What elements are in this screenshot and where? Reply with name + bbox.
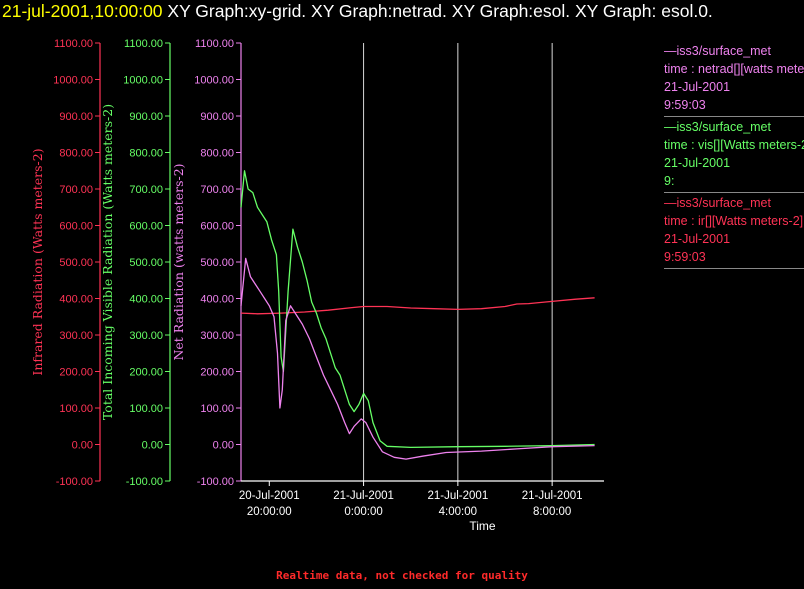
legend-station: —iss3/surface_met [664,120,771,134]
y-tick-label-net: 400.00 [200,294,234,306]
y-tick-label-ir: 200.00 [59,367,93,379]
y-tick-label-vis: -100.00 [126,476,163,488]
legend-entry-ir: —iss3/surface_met time : ir[][Watts mete… [664,194,804,269]
x-tick-label: 0:00:00 [344,506,382,518]
y-tick-label-ir: 400.00 [59,294,93,306]
y-tick-label-ir: 600.00 [59,221,93,233]
legend-entry-netrad: —iss3/surface_met time : netrad[][watts … [664,42,804,117]
y-tick-label-ir: 1100.00 [54,38,93,50]
x-tick-label: 21-Jul-2001 [333,490,394,502]
quality-notice: Realtime data, not checked for quality [276,569,528,582]
legend-variable: time : ir[][Watts meters-2] [664,214,804,228]
x-tick-label: 4:00:00 [439,506,477,518]
y-tick-label-net: -100.00 [197,476,234,488]
y-tick-label-vis: 1000.00 [123,75,163,87]
x-tick-label: 21-Jul-2001 [427,490,488,502]
y-tick-label-ir: 100.00 [59,403,93,415]
legend-date: 21-Jul-2001 [664,232,731,246]
y-tick-label-net: 200.00 [200,367,234,379]
legend-time: 9:59:03 [664,250,706,264]
y-tick-label-vis: 300.00 [129,330,163,342]
series-line-ir [240,297,595,315]
y-tick-label-vis: 0.00 [142,440,163,452]
y-tick-label-net: 0.00 [213,440,234,452]
y-tick-label-net: 1000.00 [194,75,234,87]
y-tick-label-vis: 400.00 [129,294,163,306]
x-axis-label: Time [469,519,496,533]
y-tick-label-ir: 800.00 [59,148,93,160]
y-tick-label-ir: 0.00 [72,440,93,452]
y-axis-label-net: Net Radiation (watts meters-2) [171,163,186,360]
y-tick-label-vis: 100.00 [129,403,163,415]
legend-time: 9:59:03 [664,98,706,112]
y-axis-label-vis: Total Incoming Visible Radiation (Watts … [100,104,115,420]
y-tick-label-net: 1100.00 [195,38,234,50]
legend-date: 21-Jul-2001 [664,80,731,94]
legend-station: —iss3/surface_met [664,196,771,210]
y-tick-label-ir: 500.00 [59,257,93,269]
y-tick-label-vis: 600.00 [129,221,163,233]
y-tick-label-vis: 1100.00 [124,38,163,50]
y-tick-label-vis: 700.00 [129,184,163,196]
y-tick-label-net: 500.00 [200,257,234,269]
legend-station: —iss3/surface_met [664,44,771,58]
graph-list: XY Graph:xy-grid. XY Graph:netrad. XY Gr… [162,1,713,21]
legend-time: 9: [664,174,675,188]
y-tick-label-vis: 900.00 [129,111,163,123]
y-tick-label-vis: 500.00 [129,257,163,269]
y-tick-label-net: 800.00 [200,148,234,160]
legend-date: 21-Jul-2001 [664,156,731,170]
timestamp: 21-jul-2001,10:00:00 [2,1,163,21]
legend-variable: time : netrad[][watts meters-2] [664,62,804,76]
x-tick-label: 20-Jul-2001 [239,490,300,502]
y-tick-label-ir: -100.00 [56,476,93,488]
y-tick-label-net: 600.00 [200,221,234,233]
y-tick-label-vis: 800.00 [129,148,163,160]
y-tick-label-vis: 200.00 [129,367,163,379]
series-line-vis [240,170,595,449]
y-tick-label-ir: 900.00 [59,111,93,123]
y-tick-label-net: 700.00 [200,184,234,196]
y-tick-label-ir: 700.00 [59,184,93,196]
x-tick-label: 8:00:00 [533,506,571,518]
series-line-net [240,257,595,460]
y-tick-label-net: 100.00 [200,403,234,415]
y-tick-label-ir: 1000.00 [53,75,93,87]
legend-entry-vis: —iss3/surface_met time : vis[][Watts met… [664,118,804,193]
x-tick-label: 20:00:00 [247,506,292,518]
legend: —iss3/surface_met time : netrad[][watts … [664,42,804,270]
x-tick-label: 21-Jul-2001 [522,490,583,502]
y-tick-label-net: 900.00 [200,111,234,123]
legend-variable: time : vis[][Watts meters-2] [664,138,804,152]
y-tick-label-ir: 300.00 [59,330,93,342]
y-tick-label-net: 300.00 [200,330,234,342]
graph-title: 21-jul-2001,10:00:00 XY Graph:xy-grid. X… [2,0,802,23]
y-axis-label-ir: Infrared Radiation (Watts meters-2) [30,148,45,375]
